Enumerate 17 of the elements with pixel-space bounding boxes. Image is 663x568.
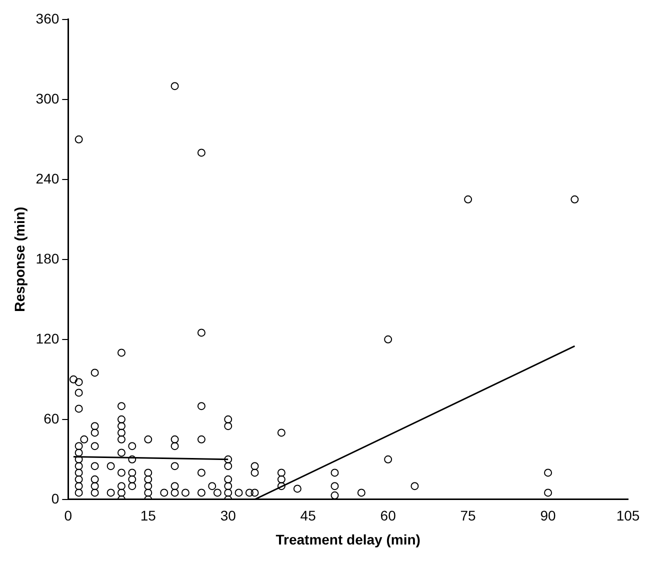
y-tick-label: 0: [51, 490, 60, 506]
y-axis-title: Response (min): [11, 206, 28, 312]
x-tick-label: 105: [616, 508, 640, 524]
y-tick-label: 300: [36, 90, 60, 106]
x-tick-label: 30: [220, 508, 236, 524]
x-tick-label: 0: [64, 508, 72, 524]
x-axis-title: Treatment delay (min): [276, 531, 420, 548]
x-tick-label: 45: [300, 508, 316, 524]
y-tick-label: 360: [36, 10, 60, 26]
y-tick-label: 240: [36, 170, 60, 186]
x-tick-label: 90: [540, 508, 556, 524]
y-tick-label: 120: [36, 330, 60, 346]
x-tick-label: 60: [380, 508, 396, 524]
x-tick-label: 15: [140, 508, 156, 524]
y-tick-label: 180: [36, 250, 60, 266]
x-tick-label: 75: [460, 508, 476, 524]
y-tick-label: 60: [44, 410, 60, 426]
